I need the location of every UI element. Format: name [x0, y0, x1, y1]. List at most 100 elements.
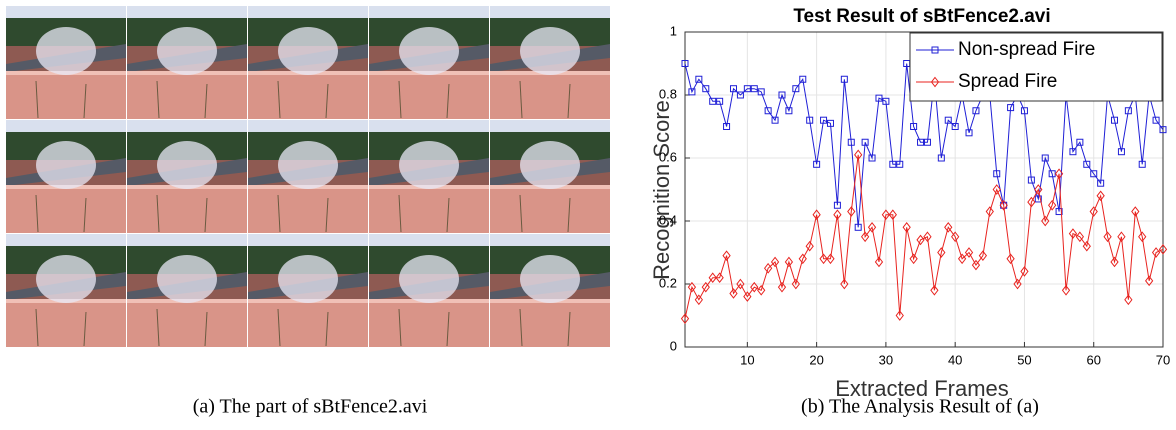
data-point — [708, 272, 717, 284]
video-frame — [247, 119, 369, 234]
data-point — [1090, 170, 1098, 178]
video-frame — [126, 119, 248, 234]
data-point — [1068, 228, 1078, 239]
data-point — [736, 278, 745, 290]
data-point — [709, 97, 717, 105]
data-point — [1138, 160, 1146, 168]
data-point — [1075, 231, 1085, 243]
data-point — [812, 209, 821, 221]
y-tick-label: 0 — [670, 338, 677, 353]
video-frame — [489, 5, 611, 120]
frame-grid — [5, 5, 611, 348]
video-frame — [5, 5, 127, 120]
data-point — [909, 253, 918, 265]
y-tick-label: 1 — [670, 23, 677, 38]
data-point — [1145, 275, 1154, 287]
data-point — [937, 247, 946, 258]
data-point — [1007, 104, 1015, 112]
data-point — [840, 75, 848, 83]
data-point — [881, 209, 891, 221]
data-point — [882, 97, 890, 105]
x-tick-label: 20 — [809, 352, 823, 367]
y-tick-label: 0.6 — [659, 149, 677, 164]
data-point — [861, 138, 869, 146]
data-point — [847, 206, 856, 217]
data-point — [785, 107, 793, 115]
y-tick-label: 0.2 — [659, 275, 677, 290]
data-point — [1158, 244, 1168, 255]
legend-marker — [931, 46, 939, 54]
data-point — [1041, 215, 1050, 227]
data-point — [896, 160, 904, 168]
data-point — [695, 75, 703, 83]
data-point — [1110, 256, 1119, 268]
caption: (b) The Analysis Result of (a) — [801, 396, 1039, 418]
data-point — [847, 138, 855, 146]
data-point — [999, 199, 1008, 211]
data-point — [854, 149, 863, 161]
data-point — [681, 60, 689, 67]
video-frame — [126, 5, 248, 120]
data-point — [875, 94, 883, 102]
data-point — [723, 123, 731, 130]
x-tick-label: 10 — [740, 352, 754, 367]
data-point — [701, 281, 710, 293]
data-point — [1138, 231, 1147, 243]
data-point — [1103, 231, 1112, 243]
data-point — [923, 138, 931, 146]
data-point — [854, 223, 862, 231]
legend-label: Non-spread Fire — [958, 39, 1095, 60]
chart-title: Test Result of sBtFence2.avi — [793, 6, 1050, 27]
data-point — [1076, 138, 1084, 146]
data-point — [763, 262, 773, 274]
data-point — [867, 221, 877, 233]
data-point — [1027, 196, 1036, 208]
data-point — [750, 85, 758, 93]
data-point — [826, 253, 835, 265]
data-point — [874, 256, 884, 268]
video-frame — [489, 233, 611, 348]
data-point — [1151, 247, 1161, 258]
data-point — [860, 231, 870, 243]
data-point — [1117, 231, 1126, 243]
video-frame — [368, 119, 490, 234]
data-point — [971, 259, 981, 271]
video-frame — [489, 119, 611, 234]
data-point — [736, 91, 744, 99]
data-point — [764, 107, 772, 115]
data-point — [791, 278, 800, 290]
data-point — [1082, 240, 1091, 252]
data-point — [944, 116, 952, 124]
data-point — [888, 209, 897, 221]
data-point — [784, 256, 794, 268]
data-point — [798, 253, 807, 265]
legend-label: Spread Fire — [958, 71, 1057, 92]
data-point — [1097, 179, 1105, 187]
legend-marker — [930, 76, 940, 88]
data-point — [951, 231, 960, 243]
data-point — [750, 281, 759, 293]
data-point — [1111, 116, 1119, 124]
data-point — [792, 85, 800, 93]
data-point — [757, 284, 766, 296]
data-point — [1131, 206, 1140, 217]
data-point — [820, 116, 828, 124]
data-point — [1013, 278, 1022, 290]
data-point — [722, 250, 731, 261]
data-point — [729, 85, 737, 93]
data-point — [813, 160, 821, 168]
data-point — [1020, 107, 1028, 115]
data-point — [819, 253, 828, 265]
data-point — [910, 123, 918, 130]
data-point — [1117, 148, 1125, 156]
legend-box — [909, 32, 1163, 102]
data-point — [770, 256, 780, 268]
axes-frame — [684, 31, 1164, 348]
data-point — [1124, 107, 1132, 115]
data-point — [715, 272, 724, 284]
data-point — [743, 85, 751, 93]
data-point — [1006, 253, 1015, 265]
series-line — [684, 154, 1164, 319]
data-point — [1034, 195, 1042, 203]
video-frame — [5, 119, 127, 234]
